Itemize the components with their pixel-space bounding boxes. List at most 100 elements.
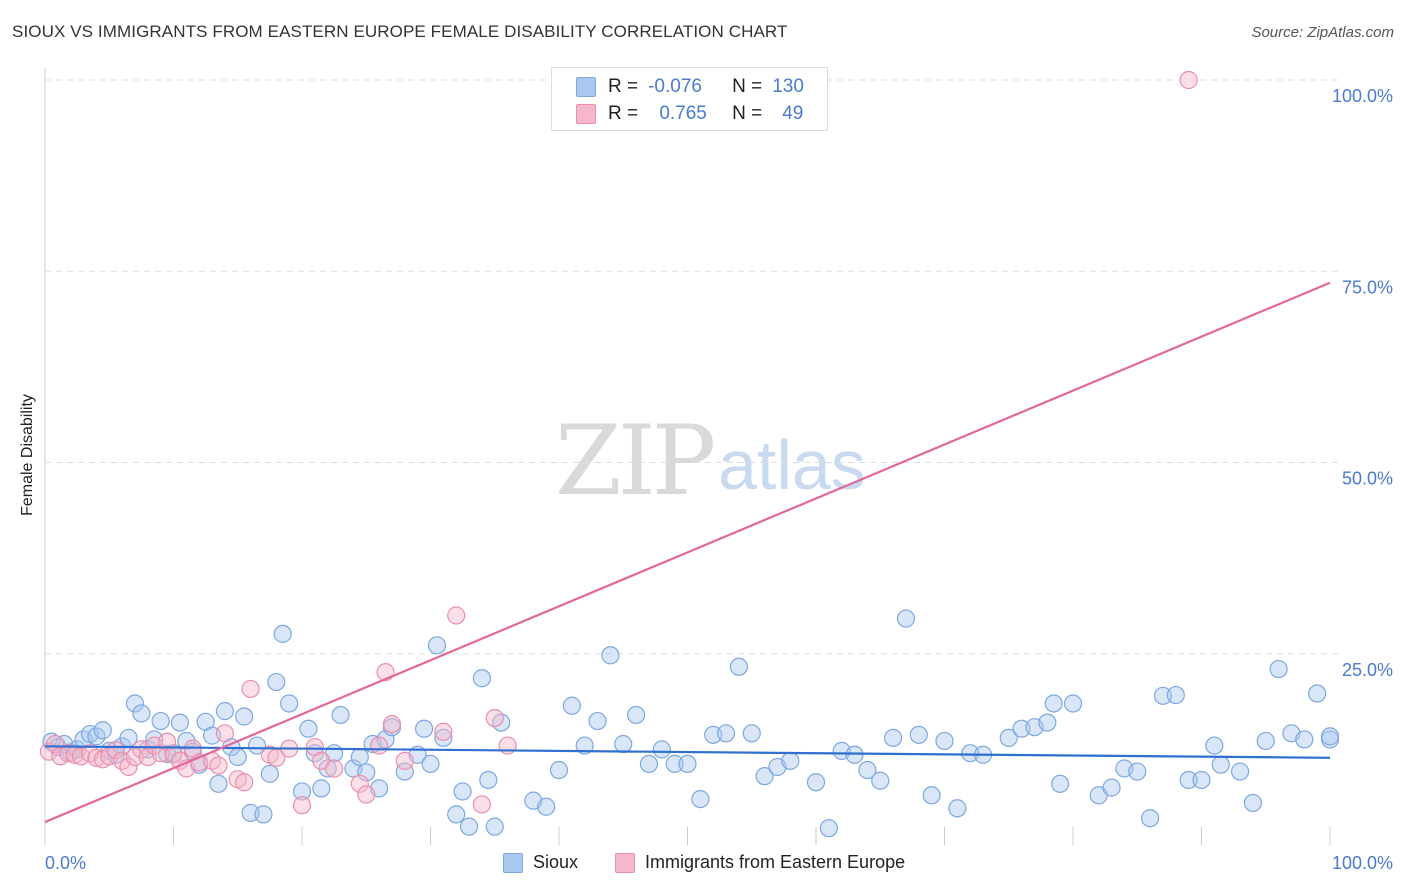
sioux-point <box>247 736 267 755</box>
sioux-point <box>260 764 279 783</box>
sioux-point <box>588 711 607 731</box>
sioux-point <box>479 770 498 790</box>
r-value: 0.765 <box>659 103 707 124</box>
sioux-point <box>935 731 954 751</box>
sioux-point <box>691 789 710 809</box>
sioux-point <box>1128 762 1147 781</box>
eastern-europe-point <box>447 606 466 625</box>
legend-label: Immigrants from Eastern Europe <box>645 852 906 872</box>
eastern-europe-trend-line <box>44 281 1331 824</box>
sioux-point <box>472 669 491 688</box>
sioux-point <box>909 725 928 744</box>
eastern-europe-point <box>1179 70 1198 90</box>
eastern-europe-point <box>357 785 376 804</box>
sioux-point <box>1205 736 1224 755</box>
sioux-point <box>170 713 190 732</box>
sioux-point <box>447 805 466 824</box>
sioux-point <box>1153 686 1173 705</box>
sioux-point <box>132 704 151 723</box>
y-tick-label: 50.0% <box>1342 469 1393 489</box>
watermark-atlas: atlas <box>718 426 866 504</box>
sioux-point <box>614 734 633 754</box>
sioux-point <box>209 774 228 793</box>
eastern-europe-point <box>370 736 389 755</box>
sioux-point <box>1192 770 1211 790</box>
sioux-point <box>254 805 273 824</box>
chart-title: SIOUX VS IMMIGRANTS FROM EASTERN EUROPE … <box>12 22 788 41</box>
legend-item-eastern-europe[interactable]: Immigrants from Eastern Europe <box>615 852 905 873</box>
sioux-point <box>215 702 234 721</box>
sioux-point <box>299 719 318 738</box>
r-label: R = <box>608 103 639 124</box>
sioux-point <box>1044 694 1063 713</box>
sioux-point <box>858 760 877 780</box>
x-tick-label: 0.0% <box>45 853 86 873</box>
eastern-europe-point <box>215 724 234 743</box>
sioux-point <box>427 636 447 655</box>
eastern-europe-point <box>485 708 504 728</box>
sioux-point <box>729 657 749 676</box>
x-tick-label: 100.0% <box>1332 853 1393 873</box>
sioux-point <box>1140 809 1160 828</box>
sioux-point <box>562 696 581 715</box>
sioux-point <box>537 797 556 816</box>
source-label: Source: ZipAtlas.com <box>1251 24 1394 41</box>
sioux-point <box>485 817 504 836</box>
sioux-point <box>1051 774 1070 793</box>
y-tick-label: 25.0% <box>1342 660 1393 680</box>
sioux-point <box>125 694 145 713</box>
sioux-point <box>267 672 286 692</box>
sioux-point <box>755 767 774 786</box>
sioux-point <box>549 760 569 780</box>
sioux-point <box>716 724 736 743</box>
n-label: N = <box>732 76 763 97</box>
eastern-europe-point <box>350 774 369 793</box>
sioux-point <box>1166 685 1185 705</box>
sioux-point <box>434 728 453 748</box>
legend-row-sioux: R = -0.076 N = 130 <box>576 75 804 99</box>
sioux-point <box>1320 727 1340 746</box>
sioux-point <box>453 782 472 801</box>
sioux-point <box>312 779 331 798</box>
legend-row-eastern-europe: R = 0.765 N = 49 <box>576 102 803 126</box>
sioux-point <box>999 728 1018 748</box>
sioux-point <box>626 705 646 725</box>
sioux-swatch <box>503 852 523 873</box>
sioux-point <box>1243 793 1263 813</box>
r-label: R = <box>608 76 639 97</box>
n-value: 49 <box>782 103 804 124</box>
sioux-swatch <box>576 77 596 97</box>
sioux-point <box>273 624 292 643</box>
sioux-point <box>1256 731 1275 751</box>
eastern-europe-point <box>395 751 414 770</box>
eastern-europe-swatch <box>615 852 635 873</box>
y-tick-label: 100.0% <box>1332 86 1393 106</box>
sioux-point <box>459 817 479 836</box>
sioux-point <box>350 747 369 767</box>
sioux-point <box>1211 755 1230 774</box>
sioux-point <box>819 819 838 838</box>
eastern-europe-point <box>209 756 228 775</box>
sioux-point <box>665 754 684 774</box>
eastern-europe-point <box>382 715 402 734</box>
legend-item-sioux[interactable]: Sioux <box>503 852 578 873</box>
sioux-point <box>742 724 761 743</box>
sioux-point <box>414 719 434 738</box>
sioux-point <box>1102 778 1121 797</box>
sioux-point <box>806 773 826 792</box>
sioux-point <box>93 721 112 740</box>
n-value: 130 <box>772 76 804 97</box>
sioux-point <box>1179 770 1198 790</box>
sioux-point <box>781 751 800 770</box>
sioux-point <box>601 646 620 665</box>
sioux-point <box>151 711 170 731</box>
sioux-point <box>1308 684 1327 703</box>
sioux-trend-line <box>44 745 1331 759</box>
eastern-europe-point <box>235 773 254 792</box>
sioux-point <box>871 771 890 790</box>
sioux-point <box>1063 694 1083 713</box>
eastern-europe-point <box>434 722 453 741</box>
legend-label: Sioux <box>533 852 579 872</box>
eastern-europe-swatch <box>576 104 596 124</box>
